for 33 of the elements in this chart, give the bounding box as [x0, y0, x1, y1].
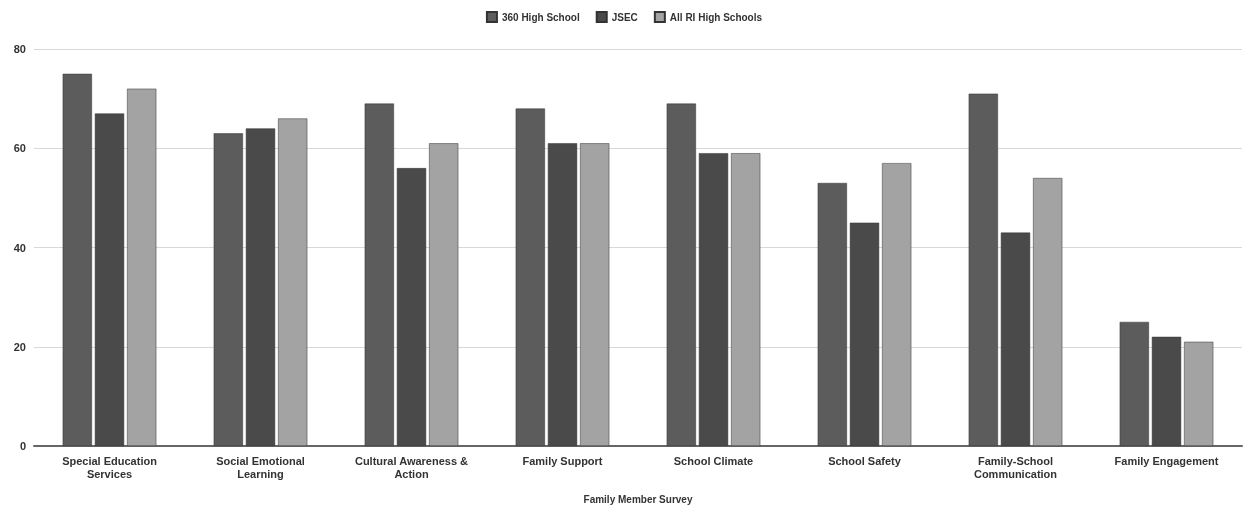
bar — [1151, 336, 1182, 446]
bar — [396, 168, 427, 446]
legend-label: 360 High School — [501, 11, 580, 23]
legend-label: JSEC — [611, 11, 638, 23]
bar — [1184, 341, 1214, 446]
bar — [127, 88, 157, 446]
x-tick-label: Special Education Services — [62, 454, 158, 480]
bar — [849, 222, 880, 446]
y-tick-label: 80 — [13, 43, 26, 55]
x-tick-label: School Safety — [828, 454, 902, 467]
x-tick-label: Social Emotional Learning — [216, 454, 305, 480]
x-tick-label: Family Support — [522, 454, 603, 467]
y-tick-label: 20 — [13, 340, 26, 353]
x-tick-label: Cultural Awareness & Action — [354, 454, 469, 480]
x-tick-label: Family-School Communication — [973, 454, 1058, 480]
bar — [1000, 232, 1031, 446]
x-tick-label: Family Engagement — [1114, 454, 1219, 467]
legend-label: All RI High Schools — [669, 11, 763, 23]
y-tick-label: 40 — [13, 241, 26, 254]
bar — [731, 153, 761, 446]
bar — [882, 163, 912, 446]
bar — [278, 118, 308, 446]
x-tick-label: School Climate — [673, 454, 754, 467]
bar — [547, 143, 578, 446]
bar — [429, 143, 459, 446]
x-axis-title: Family Member Survey — [583, 493, 693, 505]
bar — [1033, 178, 1063, 446]
bar — [580, 143, 610, 446]
y-tick-label: 0 — [19, 440, 26, 452]
bar — [94, 113, 125, 446]
bar — [698, 153, 729, 446]
y-tick-label: 60 — [13, 142, 26, 155]
bar — [245, 128, 276, 446]
